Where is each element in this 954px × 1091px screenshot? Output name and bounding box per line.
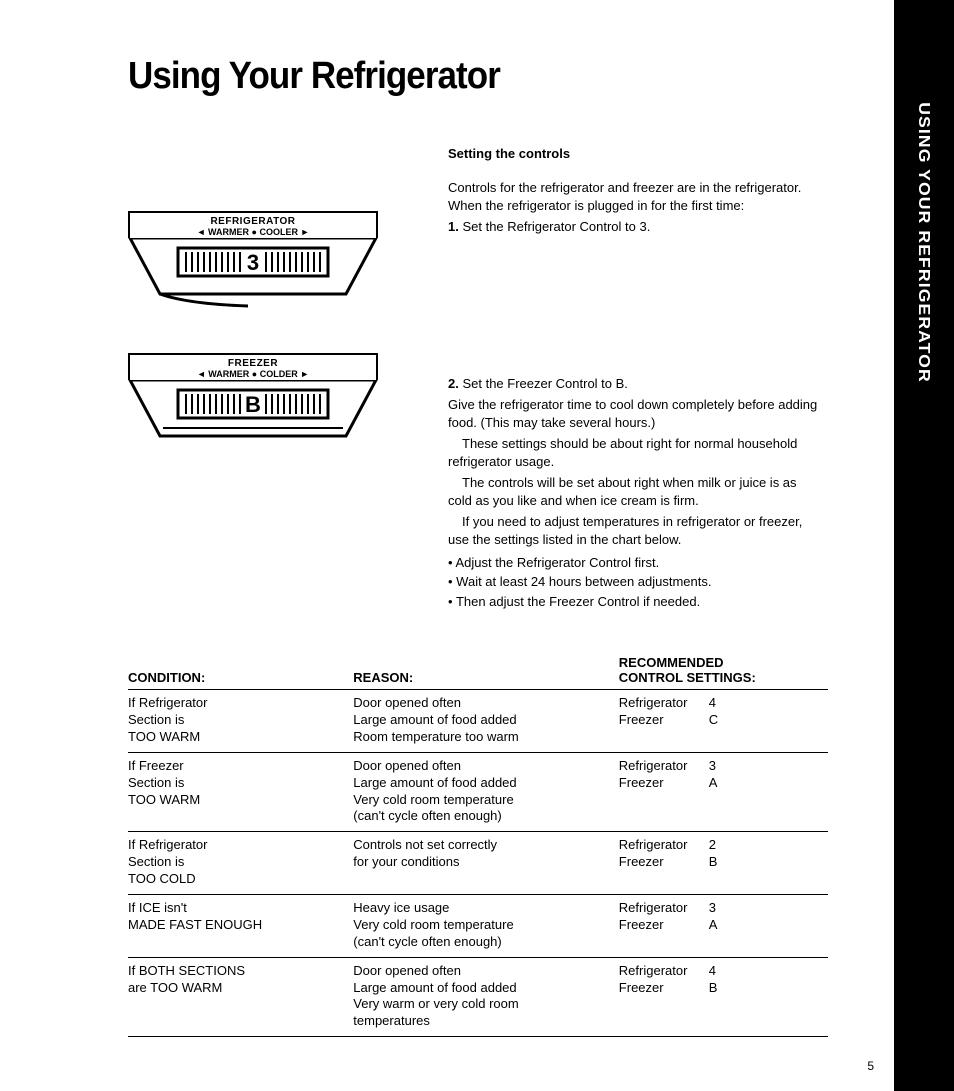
cell-reason: Heavy ice usageVery cold room temperatur… [353,894,619,957]
step-2: 2. Set the Freezer Control to B. [448,375,818,393]
th-rec-l2: CONTROL SETTINGS: [619,670,828,685]
th-rec-l1: RECOMMENDED [619,655,828,670]
section-tab-label: USING YOUR REFRIGERATOR [914,102,932,383]
paragraph: Give the refrigerator time to cool down … [448,396,818,431]
setting-label: Refrigerator [619,758,709,775]
setting-value: C [709,712,729,729]
setting-value: 3 [709,900,729,917]
dial-illustration: B [128,380,378,450]
diagram-title: FREEZER [130,358,376,369]
th-recommended: RECOMMENDED CONTROL SETTINGS: [619,651,828,690]
refrigerator-control-diagram: REFRIGERATOR ◄ WARMER ● COOLER ► 3 [128,211,378,308]
th-reason: REASON: [353,651,619,690]
cell-settings: Refrigerator4FreezerB [619,957,828,1037]
dial-value: B [245,392,261,417]
setting-label: Freezer [619,980,709,997]
cell-condition: If ICE isn'tMADE FAST ENOUGH [128,894,353,957]
diagram-title: REFRIGERATOR [130,216,376,227]
setting-value: 4 [709,695,729,712]
table-row: If RefrigeratorSection isTOO WARMDoor op… [128,690,828,753]
section-heading: Setting the controls [448,146,818,161]
setting-value: 4 [709,963,729,980]
step-number: 1. [448,219,459,234]
dial-illustration: 3 [128,238,378,308]
cell-reason: Door opened oftenLarge amount of food ad… [353,752,619,832]
cell-settings: Refrigerator2FreezerB [619,832,828,895]
cell-reason: Door opened oftenLarge amount of food ad… [353,957,619,1037]
bullet-item: Then adjust the Freezer Control if neede… [448,592,818,612]
page-number: 5 [867,1059,874,1073]
table-row: If ICE isn'tMADE FAST ENOUGHHeavy ice us… [128,894,828,957]
step-text: Set the Freezer Control to B. [459,376,628,391]
step-text: Set the Refrigerator Control to 3. [459,219,650,234]
page-title: Using Your Refrigerator [128,55,811,98]
cell-settings: Refrigerator3FreezerA [619,894,828,957]
setting-label: Refrigerator [619,695,709,712]
setting-label: Freezer [619,854,709,871]
paragraph: The controls will be set about right whe… [448,474,818,509]
setting-value: A [709,917,729,934]
th-condition: CONDITION: [128,651,353,690]
setting-label: Refrigerator [619,963,709,980]
cell-condition: If RefrigeratorSection isTOO WARM [128,690,353,753]
setting-label: Refrigerator [619,837,709,854]
setting-value: B [709,854,729,871]
settings-table: CONDITION: REASON: RECOMMENDED CONTROL S… [128,651,828,1037]
cell-condition: If FreezerSection isTOO WARM [128,752,353,832]
intro-text: Controls for the refrigerator and freeze… [448,179,818,214]
setting-label: Refrigerator [619,900,709,917]
step-1: 1. Set the Refrigerator Control to 3. [448,218,818,236]
freezer-control-diagram: FREEZER ◄ WARMER ● COLDER ► B [128,353,378,450]
cell-reason: Controls not set correctlyfor your condi… [353,832,619,895]
diagram-label: REFRIGERATOR ◄ WARMER ● COOLER ► [128,211,378,238]
diagram-subtitle: ◄ WARMER ● COOLER ► [130,227,376,237]
table-row: If FreezerSection isTOO WARMDoor opened … [128,752,828,832]
setting-value: A [709,775,729,792]
dial-value: 3 [247,250,259,275]
cell-settings: Refrigerator3FreezerA [619,752,828,832]
setting-label: Freezer [619,712,709,729]
setting-label: Freezer [619,775,709,792]
bullet-item: Adjust the Refrigerator Control first. [448,553,818,573]
section-tab: USING YOUR REFRIGERATOR [894,0,954,1091]
paragraph: If you need to adjust temperatures in re… [448,513,818,548]
cell-settings: Refrigerator4FreezerC [619,690,828,753]
diagram-label: FREEZER ◄ WARMER ● COLDER ► [128,353,378,380]
setting-value: 3 [709,758,729,775]
setting-label: Freezer [619,917,709,934]
bullet-item: Wait at least 24 hours between adjustmen… [448,572,818,592]
table-row: If BOTH SECTIONSare TOO WARMDoor opened … [128,957,828,1037]
paragraph: These settings should be about right for… [448,435,818,470]
step-number: 2. [448,376,459,391]
diagram-subtitle: ◄ WARMER ● COLDER ► [130,369,376,379]
cell-condition: If BOTH SECTIONSare TOO WARM [128,957,353,1037]
setting-value: 2 [709,837,729,854]
cell-reason: Door opened oftenLarge amount of food ad… [353,690,619,753]
setting-value: B [709,980,729,997]
table-row: If RefrigeratorSection isTOO COLDControl… [128,832,828,895]
cell-condition: If RefrigeratorSection isTOO COLD [128,832,353,895]
